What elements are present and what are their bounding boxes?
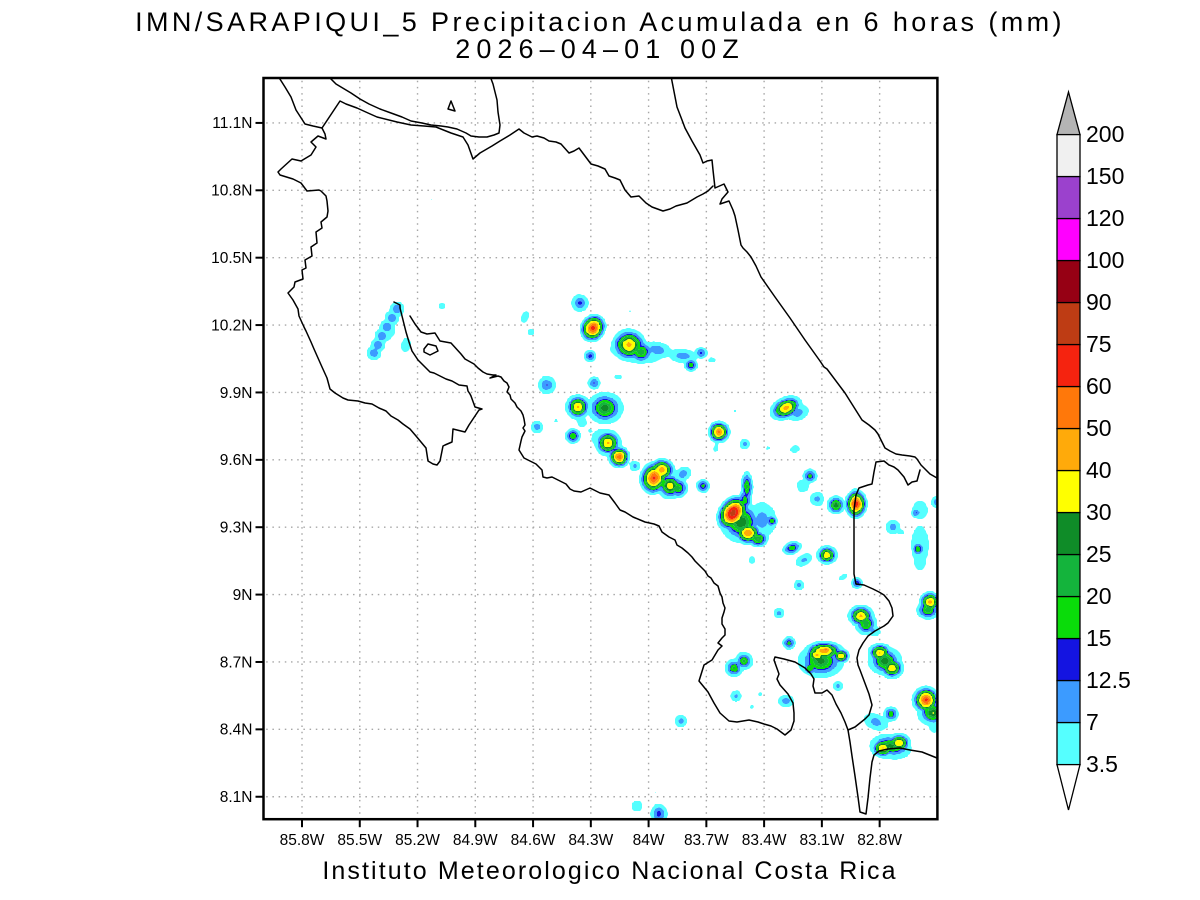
- svg-text:2026–04–01 00Z: 2026–04–01 00Z: [455, 34, 745, 64]
- svg-text:12.5: 12.5: [1086, 667, 1131, 693]
- svg-text:85.2W: 85.2W: [395, 832, 440, 849]
- svg-text:8.1N: 8.1N: [220, 789, 253, 806]
- svg-text:20: 20: [1086, 583, 1112, 609]
- svg-text:9.6N: 9.6N: [220, 452, 253, 469]
- svg-text:Instituto Meteorologico Nacion: Instituto Meteorologico Nacional Costa R…: [322, 857, 897, 885]
- svg-text:10.2N: 10.2N: [211, 317, 252, 334]
- svg-text:30: 30: [1086, 499, 1112, 525]
- svg-text:83.7W: 83.7W: [684, 832, 729, 849]
- svg-text:85.8W: 85.8W: [280, 832, 325, 849]
- svg-text:84.9W: 84.9W: [453, 832, 498, 849]
- svg-text:84.3W: 84.3W: [568, 832, 613, 849]
- svg-text:9N: 9N: [233, 587, 253, 604]
- svg-text:8.4N: 8.4N: [220, 722, 253, 739]
- svg-text:9.9N: 9.9N: [220, 385, 253, 402]
- svg-text:82.8W: 82.8W: [857, 832, 902, 849]
- svg-text:75: 75: [1086, 331, 1112, 357]
- svg-text:84W: 84W: [633, 832, 665, 849]
- svg-text:10.5N: 10.5N: [211, 250, 252, 267]
- svg-text:120: 120: [1086, 205, 1124, 231]
- svg-text:83.4W: 83.4W: [742, 832, 787, 849]
- svg-text:60: 60: [1086, 373, 1112, 399]
- svg-text:7: 7: [1086, 709, 1099, 735]
- svg-text:3.5: 3.5: [1086, 751, 1118, 777]
- svg-text:8.7N: 8.7N: [220, 654, 253, 671]
- svg-text:85.5W: 85.5W: [337, 832, 382, 849]
- svg-text:10.8N: 10.8N: [211, 183, 252, 200]
- svg-text:90: 90: [1086, 289, 1112, 315]
- svg-text:11.1N: 11.1N: [212, 115, 252, 132]
- svg-text:15: 15: [1086, 625, 1112, 651]
- svg-text:84.6W: 84.6W: [511, 832, 556, 849]
- svg-text:25: 25: [1086, 541, 1112, 567]
- svg-text:83.1W: 83.1W: [799, 832, 844, 849]
- svg-text:40: 40: [1086, 457, 1112, 483]
- svg-text:100: 100: [1086, 247, 1124, 273]
- svg-text:150: 150: [1086, 163, 1124, 189]
- svg-text:9.3N: 9.3N: [220, 520, 253, 537]
- svg-text:200: 200: [1086, 121, 1124, 147]
- svg-text:IMN/SARAPIQUI_5 Precipitacion: IMN/SARAPIQUI_5 Precipitacion Acumulada …: [135, 7, 1065, 37]
- svg-text:50: 50: [1086, 415, 1112, 441]
